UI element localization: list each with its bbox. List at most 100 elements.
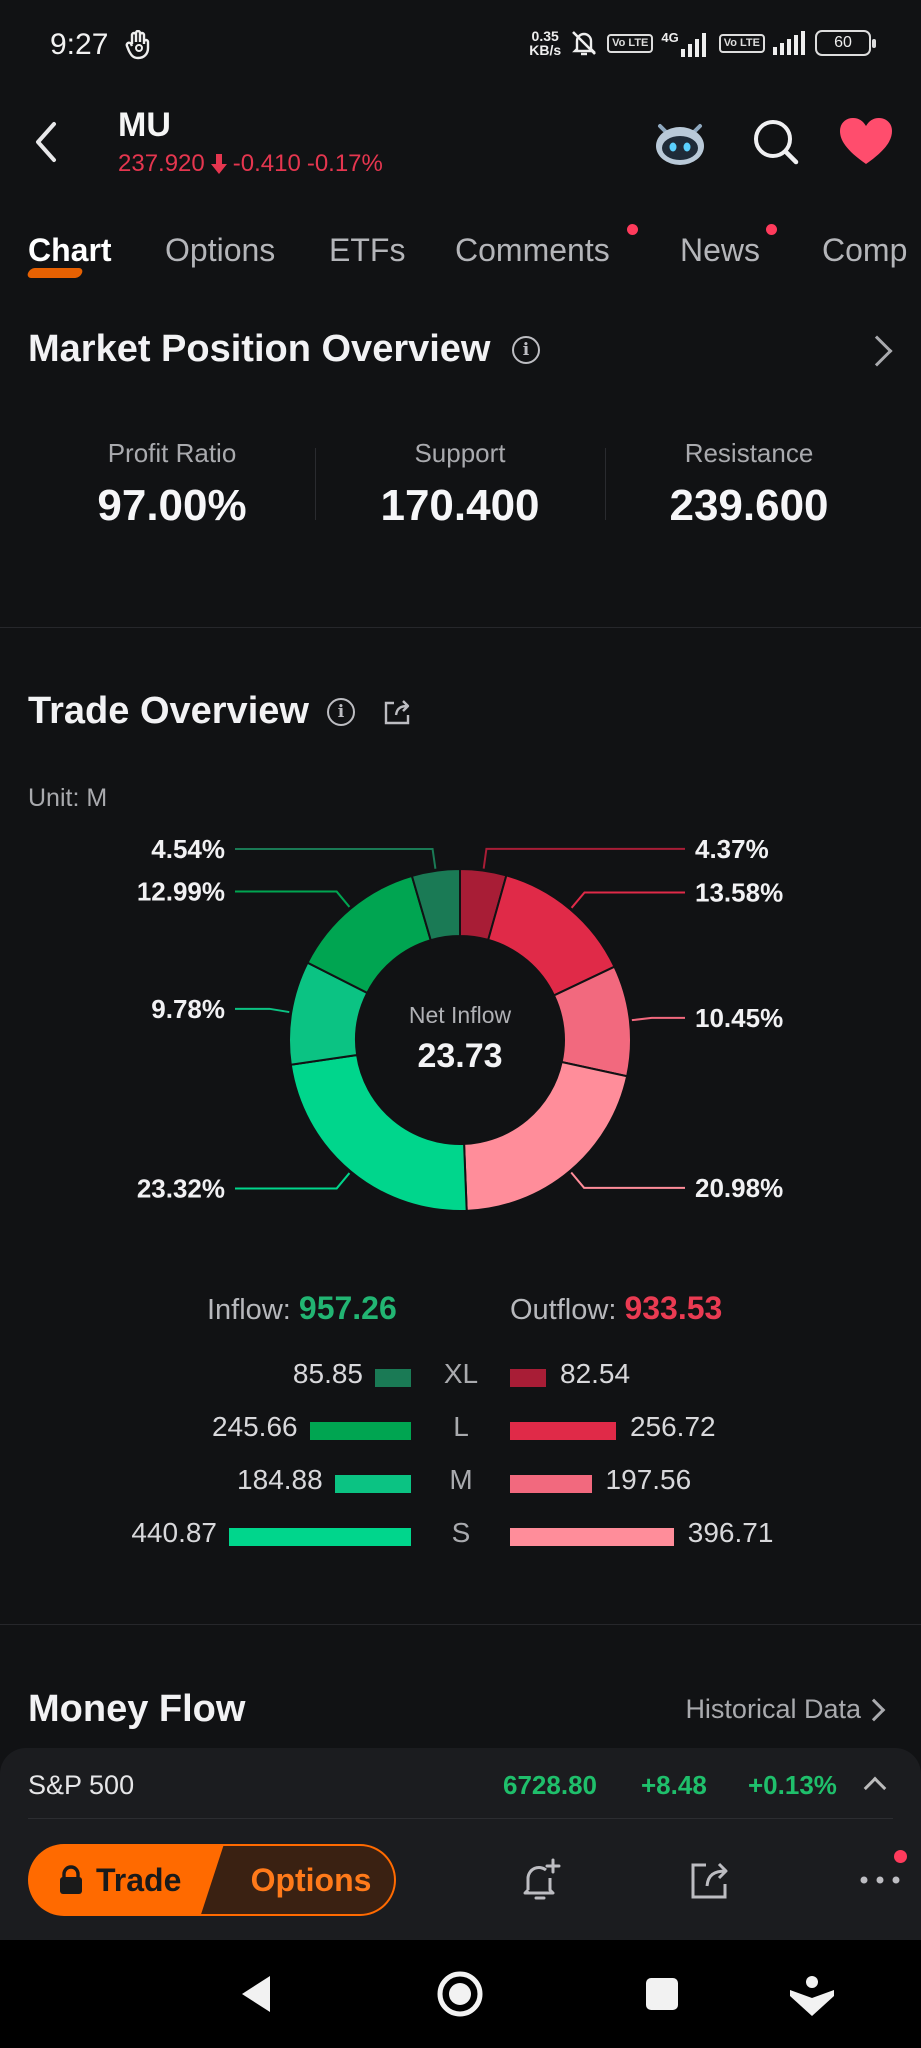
options-button[interactable]: Options bbox=[198, 1844, 396, 1916]
stat-divider bbox=[315, 448, 316, 520]
inflow-value: 85.85 bbox=[292, 1358, 363, 1389]
status-indicators: 0.35 KB/s Vo LTE 4G Vo LTE 60 bbox=[529, 28, 876, 58]
ticker-symbol: MU bbox=[118, 106, 171, 144]
order-size-label: L bbox=[453, 1411, 469, 1442]
system-navigation-bar bbox=[0, 1940, 921, 2048]
tab-active-indicator bbox=[26, 268, 84, 278]
donut-leader-line bbox=[235, 847, 437, 869]
robot-assistant-icon[interactable] bbox=[650, 112, 710, 172]
tab-options[interactable]: Options bbox=[165, 232, 276, 268]
order-size-label: S bbox=[451, 1517, 471, 1548]
index-change: +8.48 bbox=[641, 1770, 707, 1800]
stat-resistance: Resistance 239.600 bbox=[669, 438, 829, 530]
outflow-bar bbox=[510, 1475, 592, 1493]
outflow-value: 197.56 bbox=[605, 1464, 692, 1495]
unit-label: Unit: M bbox=[28, 784, 108, 812]
net-speed: 0.35 KB/s bbox=[529, 28, 562, 58]
stock-header: MU 237.920 -0.410 -0.17% bbox=[0, 92, 921, 192]
historical-data-link[interactable]: Historical Data bbox=[685, 1694, 861, 1724]
inflow-total: Inflow: 957.26 bbox=[207, 1290, 397, 1326]
chevron-right-icon[interactable] bbox=[861, 335, 893, 367]
flow-row-s: 440.87 S 396.71 bbox=[0, 1517, 921, 1557]
nav-home-icon[interactable] bbox=[434, 1968, 486, 2020]
inflow-value: 440.87 bbox=[131, 1517, 217, 1548]
flow-row-m: 184.88 M 197.56 bbox=[0, 1464, 921, 1504]
stat-divider bbox=[605, 448, 606, 520]
nav-assistant-icon[interactable] bbox=[786, 1968, 838, 2020]
donut-leader-line bbox=[235, 1007, 290, 1014]
nav-recents-icon[interactable] bbox=[636, 1968, 688, 2020]
back-arrow-icon[interactable] bbox=[24, 114, 68, 170]
index-value: 6728.80 bbox=[503, 1770, 597, 1800]
index-divider bbox=[28, 1818, 893, 1819]
donut-leader-line bbox=[235, 890, 351, 908]
add-alert-icon[interactable] bbox=[514, 1854, 566, 1906]
order-size-label: M bbox=[449, 1464, 473, 1495]
signal-icon bbox=[680, 32, 706, 57]
flow-row-xl: 85.85 XL 82.54 bbox=[0, 1358, 921, 1398]
status-bar: 9:27 0.35 KB/s Vo LTE 4G Vo LTE 60 bbox=[0, 0, 921, 92]
market-position-title: Market Position Overview bbox=[28, 328, 491, 370]
tab-news[interactable]: News bbox=[680, 232, 761, 268]
nav-back-icon[interactable] bbox=[232, 1968, 284, 2020]
outflow-bar bbox=[510, 1369, 546, 1387]
donut-slice-label: 4.37% bbox=[695, 834, 769, 864]
bell-muted-icon bbox=[572, 31, 597, 56]
donut-slice-label: 9.78% bbox=[151, 994, 225, 1024]
trade-button[interactable]: Trade bbox=[28, 1844, 224, 1916]
flow-row-l: 245.66 L 256.72 bbox=[0, 1411, 921, 1451]
price-change: -0.410 bbox=[232, 150, 301, 177]
donut-leader-line bbox=[631, 1016, 685, 1022]
donut-center-value: 23.73 bbox=[417, 1037, 502, 1075]
donut-slice-label: 13.58% bbox=[695, 878, 783, 908]
inflow-bar bbox=[309, 1422, 411, 1440]
status-time: 9:27 bbox=[50, 28, 109, 61]
donut-slice-inflow-s bbox=[289, 1053, 468, 1212]
more-options-icon[interactable] bbox=[854, 1854, 906, 1906]
donut-slice-label: 23.32% bbox=[137, 1173, 225, 1203]
outflow-value: 396.71 bbox=[687, 1517, 774, 1548]
donut-leader-line bbox=[570, 1171, 685, 1189]
donut-slice-label: 12.99% bbox=[137, 877, 225, 907]
tab-chart[interactable]: Chart bbox=[28, 232, 112, 268]
battery-indicator: 60 bbox=[815, 30, 876, 56]
inflow-bar bbox=[229, 1528, 411, 1546]
volte-badge-1: Vo LTE bbox=[607, 33, 654, 53]
outflow-bar bbox=[510, 1528, 674, 1546]
section-separator bbox=[0, 1624, 921, 1625]
outflow-value: 82.54 bbox=[560, 1358, 631, 1389]
chevron-right-icon[interactable] bbox=[862, 1698, 886, 1722]
more-notification-dot bbox=[894, 1850, 907, 1863]
tab-bar: Chart Options ETFs Comments News Comp bbox=[0, 224, 921, 284]
donut-slice-inflow-xl bbox=[410, 867, 461, 942]
donut-slice-label: 10.45% bbox=[695, 1003, 783, 1033]
index-change-pct: +0.13% bbox=[748, 1770, 837, 1800]
quote-line: 237.920 -0.410 -0.17% bbox=[118, 150, 383, 178]
comments-notification-dot bbox=[627, 224, 638, 235]
info-icon[interactable]: i bbox=[327, 698, 355, 726]
lock-icon bbox=[60, 1865, 82, 1894]
donut-slice-label: 4.54% bbox=[151, 834, 225, 864]
money-flow-title: Money Flow bbox=[28, 1688, 246, 1730]
tab-company[interactable]: Comp bbox=[822, 232, 908, 268]
donut-slice-label: 20.98% bbox=[695, 1173, 783, 1203]
inflow-value: 184.88 bbox=[237, 1464, 323, 1495]
tab-comments[interactable]: Comments bbox=[455, 232, 610, 268]
tab-etfs[interactable]: ETFs bbox=[329, 232, 406, 268]
inflow-value: 245.66 bbox=[211, 1411, 298, 1442]
index-name[interactable]: S&P 500 bbox=[28, 1770, 135, 1800]
info-icon[interactable]: i bbox=[512, 336, 540, 364]
donut-leader-line bbox=[235, 1172, 351, 1190]
donut-leader-line bbox=[482, 847, 685, 869]
outflow-bar bbox=[510, 1422, 616, 1440]
share-icon[interactable] bbox=[382, 697, 412, 727]
outflow-total: Outflow: 933.53 bbox=[510, 1290, 723, 1326]
heart-icon[interactable] bbox=[836, 112, 896, 172]
inflow-bar bbox=[334, 1475, 411, 1493]
volte-badge-2: Vo LTE bbox=[718, 33, 765, 53]
section-separator bbox=[0, 627, 921, 628]
search-icon[interactable] bbox=[746, 112, 806, 172]
share-icon[interactable] bbox=[684, 1854, 736, 1906]
donut-center-label: Net Inflow bbox=[409, 1002, 512, 1028]
trade-donut-chart: 4.37% 13.58% 10.45% 20.98% 23.32% 9.78% 12.99%… bbox=[137, 834, 783, 1212]
